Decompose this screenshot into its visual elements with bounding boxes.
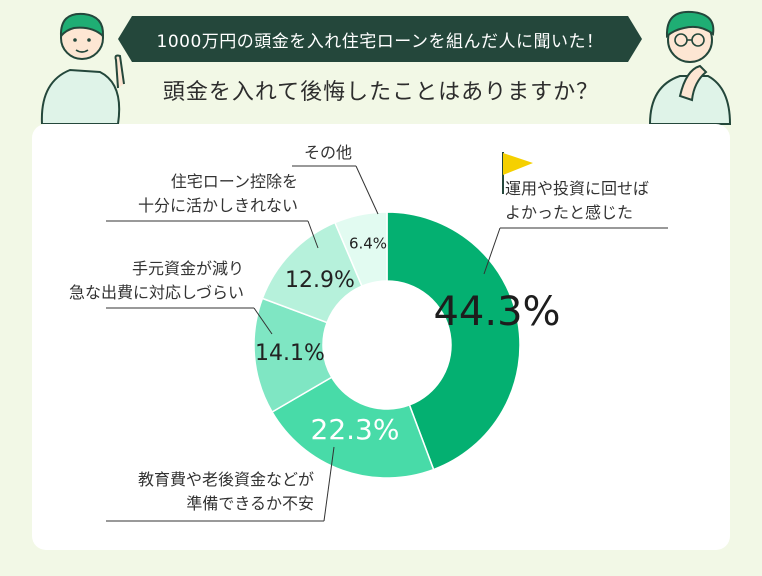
left-person-illustration bbox=[40, 12, 125, 124]
donut-slice-2 bbox=[271, 376, 435, 479]
value-label-1: 44.3% bbox=[433, 289, 560, 335]
category-label-4-line-2: 十分に活かしきれない bbox=[138, 196, 298, 215]
leader-line-5 bbox=[355, 165, 379, 215]
value-labels: 44.3% 22.3% 14.1% 12.9% 6.4% bbox=[255, 235, 560, 447]
leader-lines bbox=[106, 165, 668, 522]
donut-slice-5 bbox=[333, 211, 388, 288]
page-title: 頭金を入れて後悔したことはありますか？ bbox=[162, 80, 600, 105]
value-label-4: 12.9% bbox=[285, 268, 355, 293]
category-label-2-line-2: 準備できるか不安 bbox=[186, 494, 314, 513]
category-label-1-line-1: 運用や投資に回せば bbox=[505, 179, 649, 198]
donut-slice-1 bbox=[386, 211, 521, 471]
leader-line-1 bbox=[483, 227, 501, 275]
value-label-5: 6.4% bbox=[349, 235, 387, 253]
category-label-4-line-1: 住宅ローン控除を bbox=[171, 172, 298, 191]
value-label-3: 14.1% bbox=[255, 341, 325, 366]
leader-line-4 bbox=[307, 220, 319, 249]
chart-card bbox=[32, 124, 730, 550]
category-label-2-line-1: 教育費や老後資金などが bbox=[138, 470, 314, 489]
category-label-1-line-2: よかったと感じた bbox=[505, 203, 633, 222]
leader-line-2 bbox=[323, 446, 335, 522]
donut-slices bbox=[253, 211, 521, 479]
category-label-5-line-1: その他 bbox=[304, 143, 352, 162]
header-banner: 1000万円の頭金を入れ住宅ローンを組んだ人に聞いた！ bbox=[118, 16, 642, 62]
right-person-illustration bbox=[648, 10, 732, 125]
leader-line-3 bbox=[253, 307, 273, 335]
category-label-3-line-2: 急な出費に対応しづらい bbox=[69, 283, 244, 302]
header-banner-text: 1000万円の頭金を入れ住宅ローンを組んだ人に聞いた！ bbox=[156, 31, 604, 52]
category-label-3-line-1: 手元資金が減り bbox=[132, 259, 244, 278]
value-label-2: 22.3% bbox=[311, 413, 400, 446]
flag-icon bbox=[502, 152, 533, 194]
